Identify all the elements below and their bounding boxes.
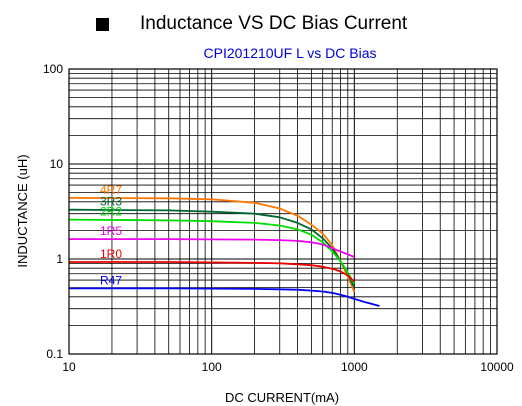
chart-title: CPI201210UF L vs DC Bias [204,45,377,61]
x-tick-label: 100 [202,360,222,374]
series-label-1r5: 1R5 [100,224,122,238]
chart-grid [68,69,497,355]
tick-labels: 10 100 1000 10000 0.1 1 10 100 [43,62,514,374]
series-line-1r0 [69,261,355,283]
page-title: Inductance VS DC Bias Current [140,13,408,34]
series-label-2r2: 2R2 [100,205,122,219]
y-tick-label: 1 [56,252,63,266]
header: Inductance VS DC Bias Current [0,6,522,34]
x-axis-label: DC CURRENT(mA) [225,390,339,405]
plot-frame [68,68,498,355]
x-tick-label: 10 [62,360,76,374]
series-line-1r5 [69,238,355,258]
x-tick-label: 10000 [480,360,514,374]
series-line-r47 [69,287,380,307]
series-label-1r0: 1R0 [100,247,122,261]
y-tick-label: 0.1 [46,347,63,361]
series-label-4r7: 4R7 [100,183,122,197]
series-label-r47: R47 [100,273,122,287]
y-tick-label: 100 [43,62,63,76]
y-tick-label: 10 [50,157,64,171]
black-square-icon [96,18,109,31]
series-label-3r3: 3R3 [100,195,122,209]
y-axis-label: INDUCTANCE (uH) [15,154,30,267]
series-line-2r2 [68,218,356,285]
x-tick-label: 1000 [341,360,368,374]
